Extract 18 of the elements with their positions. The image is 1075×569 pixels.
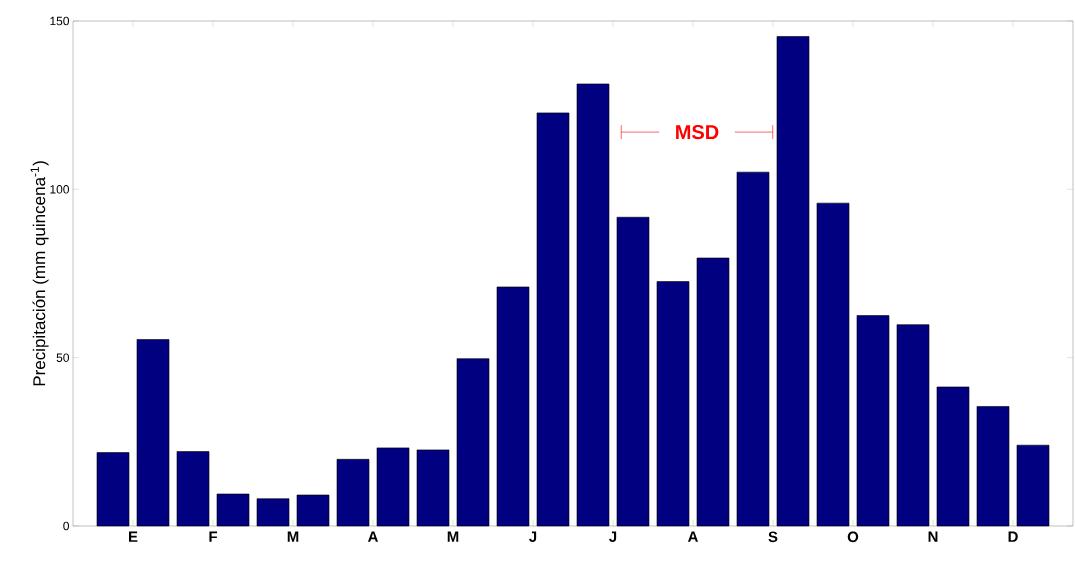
x-tick-label: F bbox=[209, 531, 218, 542]
y-tick-label: 100 bbox=[50, 185, 70, 194]
x-tick-label: A bbox=[367, 531, 379, 542]
x-tick-label: M bbox=[287, 531, 299, 542]
x-tick-label: N bbox=[928, 531, 938, 542]
x-tick-label: O bbox=[847, 531, 859, 543]
annotation: MSD bbox=[676, 125, 719, 140]
y-tick-label: 150 bbox=[50, 16, 70, 26]
x-tick-label: D bbox=[1008, 531, 1018, 542]
y-tick-label: 50 bbox=[56, 353, 70, 362]
x-tick-label: M bbox=[447, 531, 459, 542]
x-tick-label: J bbox=[529, 531, 537, 542]
y-axis-title: Precipitación (mm quincena$^{-1}$) bbox=[30, 161, 49, 386]
x-tick-label: J bbox=[609, 531, 617, 542]
x-tick-label: S bbox=[768, 531, 778, 543]
x-tick-label: E bbox=[129, 531, 138, 542]
y-tick-label: 0 bbox=[63, 521, 70, 531]
x-tick-label: A bbox=[687, 531, 699, 542]
